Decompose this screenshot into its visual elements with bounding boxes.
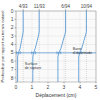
tick-mark	[23, 9, 24, 11]
y-tick-label: 0	[11, 8, 14, 14]
tick-mark	[15, 11, 17, 12]
top-tick-label: 4/93	[19, 4, 28, 9]
error-bar	[57, 51, 61, 54]
annotation-line: d'incertitude	[73, 51, 92, 55]
top-tick-label: 11/93	[34, 4, 45, 9]
error-bar-cap	[35, 51, 36, 54]
x-tick-label: 3	[63, 84, 66, 90]
tick-mark	[15, 69, 17, 70]
y-tick-label: 5	[11, 49, 14, 55]
y-tick-label: 3	[11, 33, 14, 39]
error-bar-line	[57, 52, 61, 53]
curve	[58, 11, 66, 82]
error-bar-line	[32, 52, 36, 53]
error-bar-cap	[56, 51, 57, 54]
y-tick-label: 4	[11, 41, 14, 47]
tick-mark	[15, 27, 17, 28]
top-tick-label: 6/94	[61, 4, 70, 9]
curve	[33, 11, 39, 82]
error-bar	[32, 51, 36, 54]
error-bar-cap	[60, 51, 61, 54]
x-tick-label: 2	[47, 84, 50, 90]
y-axis-label: Profondeur par rapport au terrain nature…	[0, 10, 5, 82]
grid-line	[16, 44, 96, 45]
tick-mark	[86, 9, 87, 11]
tick-mark	[15, 19, 17, 20]
annotation: Surfacede rupture	[25, 62, 41, 70]
curve	[18, 11, 24, 82]
plot-background	[16, 11, 96, 82]
y-tick-label: 6	[11, 58, 14, 64]
grid-line	[16, 27, 96, 28]
grid-line	[48, 11, 49, 82]
plot-frame	[16, 11, 96, 82]
y-tick-label: 1	[11, 16, 14, 22]
error-bar	[16, 51, 20, 54]
x-tick-label: 0	[15, 84, 18, 90]
top-tick-label: 10/94	[81, 4, 93, 9]
tick-mark	[15, 77, 17, 78]
annotation-line: de rupture	[25, 66, 41, 70]
y-tick-label: 7	[11, 66, 14, 72]
x-axis-label: Déplacement (cm)	[36, 92, 77, 98]
error-bar-cap	[20, 51, 21, 54]
grid-line	[64, 11, 65, 82]
annotation: Barred'incertitude	[73, 47, 92, 55]
plot-data	[16, 11, 96, 82]
tick-mark	[39, 9, 40, 11]
grid-line	[16, 36, 96, 37]
tick-mark	[65, 9, 66, 11]
y-tick-label: 2	[11, 24, 14, 30]
chart: 4/93 11/93 6/94 10/94 0 1 2 3 4 5 0 1 2 3 4 5 6 7 8 Déplace…	[0, 0, 100, 100]
x-tick-label: 5	[95, 84, 98, 90]
tick-mark	[15, 36, 17, 37]
y-tick-label: 8	[11, 75, 14, 81]
tick-mark	[15, 44, 17, 45]
grid-line	[16, 19, 96, 20]
tick-mark	[15, 61, 17, 62]
grid-line	[16, 77, 96, 78]
x-tick-label: 1	[31, 84, 34, 90]
error-bar-cap	[31, 51, 32, 54]
tick-mark	[15, 52, 17, 53]
x-tick-label: 4	[79, 84, 82, 90]
error-bar-line	[16, 52, 20, 53]
